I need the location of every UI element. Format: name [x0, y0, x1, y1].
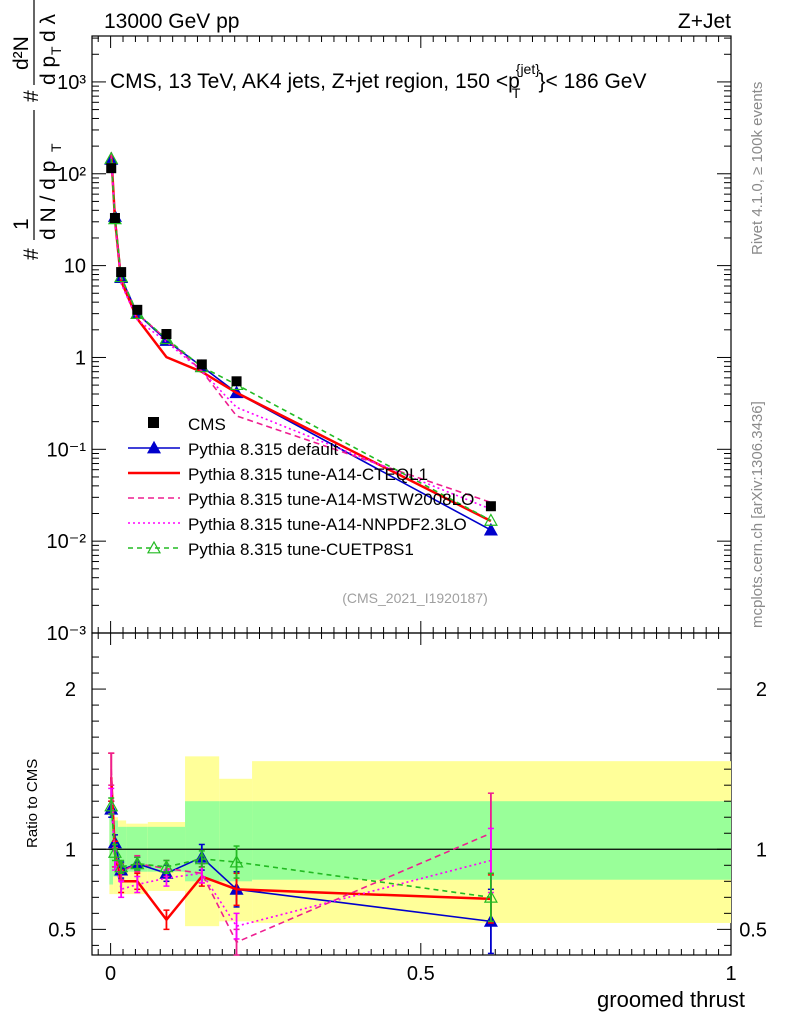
ratio-marker	[130, 856, 145, 870]
legend-label: Pythia 8.315 tune-A14-MSTW2008LO	[188, 490, 474, 509]
svg-text:#: #	[20, 90, 43, 102]
ratio-tick-label-right: 2	[756, 679, 767, 701]
y-tick-label: 1	[75, 347, 86, 369]
legend-label: CMS	[188, 415, 226, 434]
plot-title: CMS, 13 TeV, AK4 jets, Z+jet region, 150…	[110, 61, 646, 101]
ratio-marker	[159, 859, 174, 873]
main-y-axis-label: # 1 d N / d p T # d²N d p T d λ	[10, 0, 64, 260]
y-tick-label: 10³	[57, 72, 86, 94]
ratio-tick-label: 2	[65, 679, 76, 701]
band-inner	[219, 801, 253, 882]
ratio-marker	[194, 851, 209, 865]
x-axis-label: groomed thrust	[597, 987, 745, 1012]
ratio-marker	[229, 854, 244, 868]
svg-text:d p: d p	[37, 56, 60, 85]
legend-label: Pythia 8.315 tune-CUETP8S1	[188, 540, 414, 559]
x-tick-label: 0	[105, 963, 116, 985]
ratio-uncertainty-bands	[109, 756, 732, 927]
series-line-ratio	[110, 805, 492, 899]
legend-marker	[146, 440, 162, 454]
cms-data-point	[132, 304, 143, 315]
main-marker	[483, 513, 498, 526]
y-tick-label: 10⁻¹	[47, 439, 87, 461]
ratio-tick-label-right: 0.5	[739, 919, 767, 941]
beam-label: 13000 GeV pp	[104, 10, 239, 33]
series-line-ratio	[109, 777, 491, 922]
ratio-series	[104, 752, 498, 956]
y-tick-label: 10⁻³	[47, 623, 87, 645]
ratio-tick-label: 1	[65, 839, 76, 861]
legend-label: Pythia 8.315 default	[188, 440, 339, 459]
ratio-marker	[104, 798, 119, 812]
svg-text:T: T	[48, 143, 64, 152]
series-line-main	[110, 157, 492, 510]
cms-data-point	[116, 267, 127, 278]
ratio-tick-label: 0.5	[48, 919, 76, 941]
x-tick-label: 1	[725, 963, 736, 985]
main-marker	[483, 522, 498, 536]
cms-data-point	[109, 212, 120, 223]
cms-data-point	[161, 329, 172, 340]
y-tick-label: 10²	[57, 164, 86, 186]
legend-marker	[146, 540, 162, 554]
y-tick-label: 10⁻²	[47, 531, 87, 553]
data-points	[106, 163, 496, 512]
cms-data-point	[485, 501, 496, 512]
series-line-main	[110, 158, 492, 522]
svg-text:d N / d p: d N / d p	[37, 161, 60, 240]
ratio-marker	[114, 859, 129, 873]
series-line-main	[110, 151, 492, 504]
mcplots-label: mcplots.cern.ch [arXiv:1306.3436]	[749, 401, 766, 628]
cms-data-point	[106, 163, 117, 174]
legend-label: Pythia 8.315 tune-A14-NNPDF2.3LO	[188, 515, 467, 534]
series-line-ratio	[110, 801, 492, 928]
y-tick-label: 10	[64, 256, 86, 278]
rivet-label: Rivet 4.1.0, ≥ 100k events	[749, 82, 766, 255]
series-line-ratio	[110, 769, 492, 944]
ratio-marker	[107, 845, 122, 858]
cms-data-point	[231, 376, 242, 387]
legend: CMS Pythia 8.315 default Pythia 8.315 tune…	[128, 415, 474, 559]
svg-text:d λ: d λ	[37, 13, 60, 42]
x-tick-label: 0.5	[407, 963, 435, 985]
process-label: Z+Jet	[678, 10, 731, 33]
ratio-marker	[483, 890, 498, 903]
svg-text:d²N: d²N	[10, 36, 33, 70]
legend-marker-cms	[148, 417, 159, 428]
cms-data-point	[196, 359, 207, 370]
ratio-y-axis-label: Ratio to CMS	[24, 759, 41, 848]
svg-text:T: T	[48, 46, 64, 55]
svg-text:1: 1	[10, 218, 33, 230]
analysis-id: (CMS_2021_I1920187)	[342, 590, 488, 606]
legend-label: Pythia 8.315 tune-A14-CTEQL1	[188, 465, 428, 484]
svg-text:#: #	[20, 248, 43, 260]
ratio-tick-label-right: 1	[756, 839, 767, 861]
